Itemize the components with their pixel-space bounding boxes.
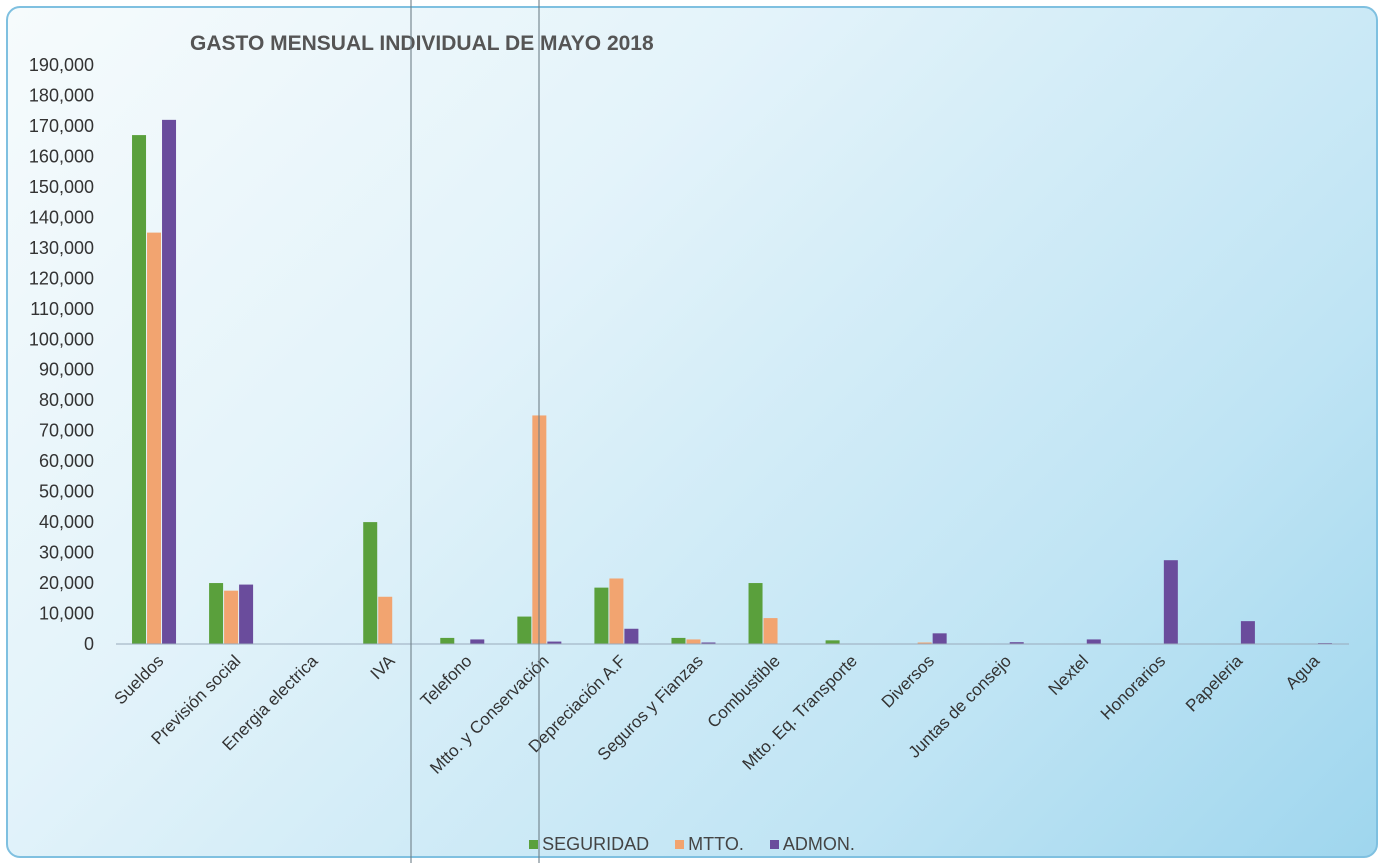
y-tick-label: 100,000 <box>29 329 94 349</box>
x-tick-label: Papeleria <box>1182 651 1247 716</box>
y-tick-label: 70,000 <box>39 421 94 441</box>
x-tick-label: Honorarios <box>1097 651 1169 723</box>
bar <box>1086 639 1101 644</box>
legend-label: MTTO. <box>688 834 744 854</box>
bar <box>748 583 763 644</box>
y-tick-label: 160,000 <box>29 146 94 166</box>
legend-swatch <box>675 840 685 849</box>
y-tick-label: 50,000 <box>39 482 94 502</box>
bar <box>162 119 177 644</box>
legend-label: ADMON. <box>782 834 855 854</box>
legend-item: ADMON. <box>769 834 855 855</box>
bar <box>763 618 778 644</box>
y-tick-label: 130,000 <box>29 238 94 258</box>
x-tick-label: IVA <box>367 651 399 683</box>
bar <box>671 637 686 644</box>
y-tick-label: 140,000 <box>29 207 94 227</box>
y-axis: 0 10,000 20,000 30,000 40,000 50,000 60,000 70,… <box>29 55 94 654</box>
y-tick-label: 40,000 <box>39 512 94 532</box>
bar <box>825 640 840 644</box>
x-tick-label: Diversos <box>878 651 938 711</box>
bar <box>440 637 455 644</box>
bar <box>209 583 224 644</box>
y-tick-label: 60,000 <box>39 451 94 471</box>
bar <box>224 590 239 644</box>
bar <box>1163 560 1178 644</box>
legend: SEGURIDAD MTTO. ADMON. <box>8 834 1376 855</box>
bar <box>917 642 932 644</box>
legend-item: SEGURIDAD <box>529 834 649 855</box>
y-tick-label: 120,000 <box>29 268 94 288</box>
x-tick-label: Combustible <box>704 651 784 731</box>
y-tick-label: 110,000 <box>30 299 94 319</box>
y-tick-label: 190,000 <box>29 55 94 75</box>
y-tick-label: 0 <box>84 634 94 654</box>
y-tick-label: 150,000 <box>29 177 94 197</box>
bar <box>594 587 609 644</box>
y-tick-label: 80,000 <box>39 390 94 410</box>
legend-item: MTTO. <box>675 834 744 855</box>
bar-chart-plot: 0 10,000 20,000 30,000 40,000 50,000 60,000 70,… <box>29 55 1349 778</box>
y-tick-label: 180,000 <box>29 85 94 105</box>
x-tick-label: Nextel <box>1045 651 1093 699</box>
x-tick-label: Sueldos <box>110 651 167 708</box>
scan-artifact-line <box>410 0 412 863</box>
chart-frame: GASTO MENSUAL INDIVIDUAL DE MAYO 2018 0 1… <box>6 6 1378 858</box>
bar <box>517 616 532 644</box>
y-tick-label: 170,000 <box>29 116 94 136</box>
bar <box>701 642 716 644</box>
bar <box>932 633 947 644</box>
y-tick-label: 10,000 <box>39 604 94 624</box>
bar <box>609 578 624 644</box>
x-tick-label: Agua <box>1282 651 1324 693</box>
bar <box>147 232 162 644</box>
bars <box>132 119 1332 644</box>
bar <box>363 522 378 644</box>
chart-title: GASTO MENSUAL INDIVIDUAL DE MAYO 2018 <box>190 32 654 55</box>
bar <box>132 135 147 644</box>
bar <box>470 639 485 644</box>
bar <box>239 584 254 644</box>
bar <box>686 639 701 644</box>
legend-swatch <box>769 840 779 849</box>
bar <box>624 628 639 644</box>
bar <box>1009 642 1024 644</box>
scan-artifact-line <box>538 0 540 863</box>
legend-label: SEGURIDAD <box>542 834 650 854</box>
legend-swatch <box>529 840 539 849</box>
bar <box>1240 621 1255 644</box>
bar <box>378 596 393 644</box>
bar <box>547 641 562 644</box>
x-tick-label: Telefono <box>417 651 476 710</box>
y-tick-label: 30,000 <box>39 543 94 563</box>
y-tick-label: 90,000 <box>39 360 94 380</box>
y-tick-label: 20,000 <box>39 573 94 593</box>
